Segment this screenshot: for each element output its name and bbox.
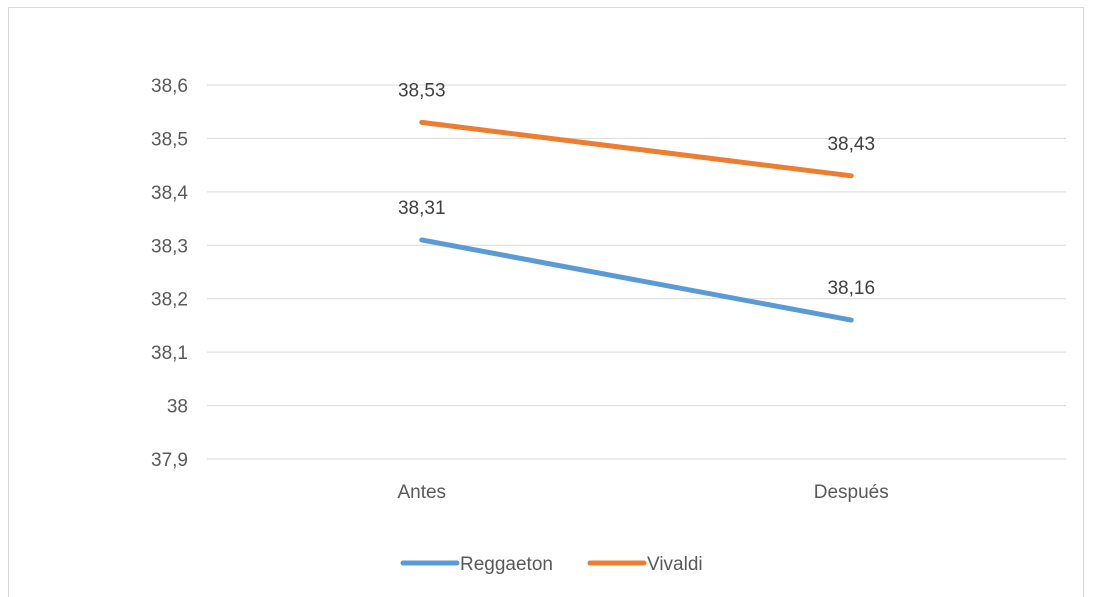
y-tick-label: 38	[167, 397, 188, 418]
x-tick-label: Antes	[397, 482, 446, 503]
data-label: 38,53	[398, 80, 446, 101]
gridlines	[207, 84, 1066, 460]
y-tick-label: 38,5	[151, 129, 188, 150]
y-tick-label: 38,1	[151, 343, 188, 364]
series-line-reggaeton	[419, 237, 854, 323]
legend: Reggaeton Vivaldi	[400, 554, 703, 575]
data-label: 38,31	[398, 198, 446, 219]
y-tick-label: 38,2	[151, 290, 188, 311]
y-tick-label: 38,6	[151, 76, 188, 97]
y-tick-label: 38,3	[151, 236, 188, 257]
y-tick-label: 38,4	[151, 183, 188, 204]
series-line-vivaldi	[419, 119, 854, 179]
chart-frame	[8, 7, 1084, 597]
series-lines	[419, 119, 854, 323]
data-label: 38,16	[827, 278, 875, 299]
legend-label-reggaeton: Reggaeton	[460, 554, 553, 575]
y-tick-label: 37,9	[151, 450, 188, 471]
x-axis-tick-labels: Antes Después	[397, 482, 888, 503]
legend-label-vivaldi: Vivaldi	[647, 554, 703, 575]
x-tick-label: Después	[814, 482, 889, 503]
data-label: 38,43	[827, 134, 875, 155]
y-axis-tick-labels: 37,9 38 38,1 38,2 38,3 38,4 38,5 38,6	[151, 76, 188, 471]
data-labels: 38,31 38,16 38,53 38,43	[398, 80, 875, 299]
